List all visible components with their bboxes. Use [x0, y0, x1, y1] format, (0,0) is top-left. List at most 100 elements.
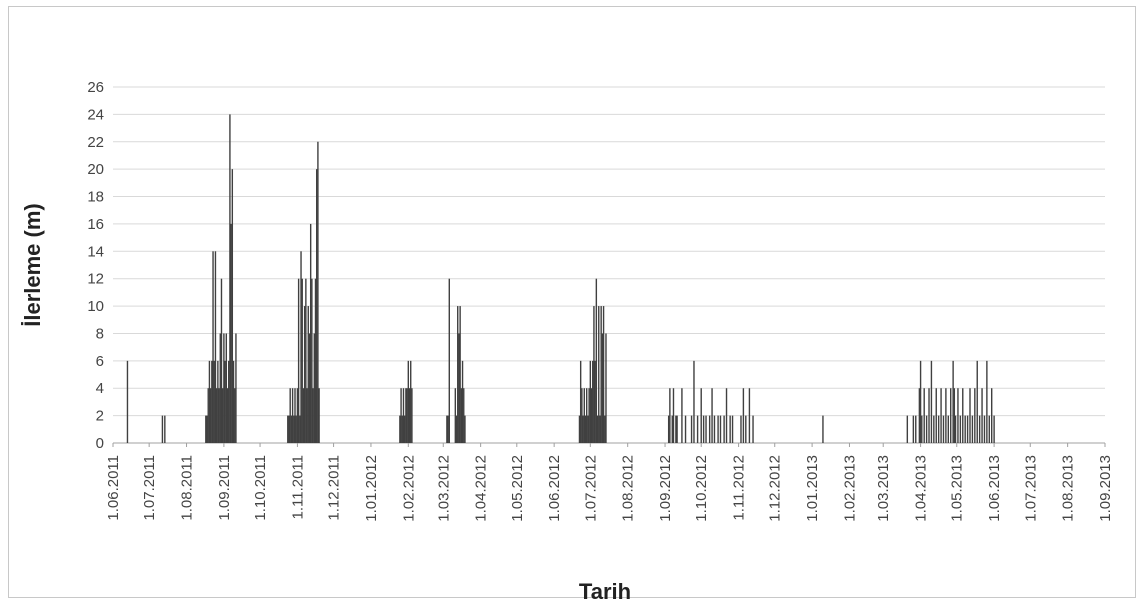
- x-tick-label: 1.01.2013: [804, 455, 821, 522]
- bar: [595, 278, 598, 443]
- bar: [976, 360, 978, 443]
- bar: [702, 415, 705, 443]
- bar: [676, 415, 678, 443]
- bar: [212, 251, 214, 443]
- bar: [918, 388, 921, 443]
- bar: [401, 415, 403, 443]
- bar: [463, 388, 465, 443]
- bar: [228, 360, 230, 443]
- x-tick-label: 1.09.2012: [657, 455, 674, 522]
- x-tick-label: 1.06.2012: [546, 455, 563, 522]
- bar: [161, 415, 164, 443]
- bar: [962, 388, 964, 443]
- bar: [403, 415, 406, 443]
- y-tick-label: 0: [96, 435, 104, 452]
- bar: [935, 388, 937, 443]
- bar: [406, 388, 408, 443]
- bar: [290, 415, 293, 443]
- bar: [952, 360, 954, 443]
- bar: [126, 360, 129, 443]
- bar: [288, 415, 290, 443]
- bar: [311, 278, 313, 443]
- bar: [729, 415, 731, 443]
- bar: [723, 415, 725, 443]
- x-axis-title: Tarih: [579, 579, 631, 604]
- bar: [314, 278, 317, 443]
- x-tick-label: 1.07.2013: [1022, 455, 1039, 522]
- bar: [287, 415, 289, 443]
- bar: [675, 415, 677, 443]
- bar: [303, 306, 306, 443]
- bar: [588, 388, 590, 443]
- bar: [219, 333, 221, 443]
- bar: [211, 360, 213, 443]
- y-tick-label: 14: [87, 243, 104, 260]
- y-tick-label: 10: [87, 298, 104, 315]
- bar: [454, 388, 457, 443]
- bar: [684, 415, 687, 443]
- y-axis-title: İlerleme (m): [20, 203, 45, 327]
- bar: [986, 360, 988, 443]
- x-tick-label: 1.07.2012: [582, 455, 599, 522]
- y-tick-label: 12: [87, 271, 104, 288]
- x-tick-label: 1.04.2013: [913, 455, 930, 522]
- bar: [225, 333, 228, 443]
- x-tick-label: 1.08.2011: [179, 455, 196, 521]
- bar: [923, 388, 925, 443]
- bar: [983, 415, 986, 443]
- bar: [579, 360, 582, 443]
- bar: [942, 415, 945, 443]
- bar: [974, 388, 976, 443]
- bar: [600, 306, 602, 443]
- bar: [993, 415, 995, 443]
- x-tick-label: 1.12.2012: [767, 455, 784, 522]
- bar: [448, 278, 450, 443]
- bar: [446, 415, 448, 443]
- bar: [291, 388, 294, 443]
- bar: [966, 415, 969, 443]
- x-tick-labels: 1.06.2011 1.07.2011 1.08.2011 1.09.2011 1.10…: [105, 443, 1114, 522]
- bar: [313, 333, 315, 443]
- bar: [407, 360, 410, 443]
- bar: [593, 306, 595, 443]
- bar: [300, 251, 302, 443]
- x-tick-label: 1.06.2011: [105, 455, 122, 521]
- bar: [930, 360, 933, 443]
- bar: [578, 415, 581, 443]
- bar: [410, 360, 412, 443]
- bar: [971, 415, 974, 443]
- bar: [598, 306, 600, 443]
- bar: [590, 388, 593, 443]
- bar: [458, 333, 460, 443]
- x-tick-label: 1.07.2011: [141, 455, 158, 521]
- bar: [950, 388, 952, 443]
- bar: [583, 388, 585, 443]
- bar: [207, 388, 209, 443]
- bar: [234, 388, 236, 443]
- x-tick-label: 1.10.2011: [252, 455, 269, 521]
- bar: [305, 278, 307, 443]
- bar: [906, 415, 909, 443]
- bar: [402, 388, 405, 443]
- bar: [221, 388, 224, 443]
- bar: [297, 278, 300, 443]
- x-tick-label: 1.04.2012: [473, 455, 490, 522]
- bar: [681, 388, 683, 443]
- bar: [460, 388, 463, 443]
- y-tick-label: 2: [96, 408, 104, 425]
- bar: [696, 415, 699, 443]
- bar: [969, 388, 971, 443]
- bar: [708, 415, 711, 443]
- x-tick-label: 1.02.2012: [400, 455, 417, 522]
- bar: [940, 388, 942, 443]
- bar: [919, 360, 922, 443]
- x-tick-label: 1.02.2013: [841, 455, 858, 522]
- bar: [464, 415, 466, 443]
- bar: [230, 223, 232, 443]
- bar: [318, 388, 320, 443]
- bar: [667, 415, 670, 443]
- bar: [921, 415, 923, 443]
- bar: [584, 415, 587, 443]
- bar: [459, 306, 461, 443]
- bar: [705, 415, 707, 443]
